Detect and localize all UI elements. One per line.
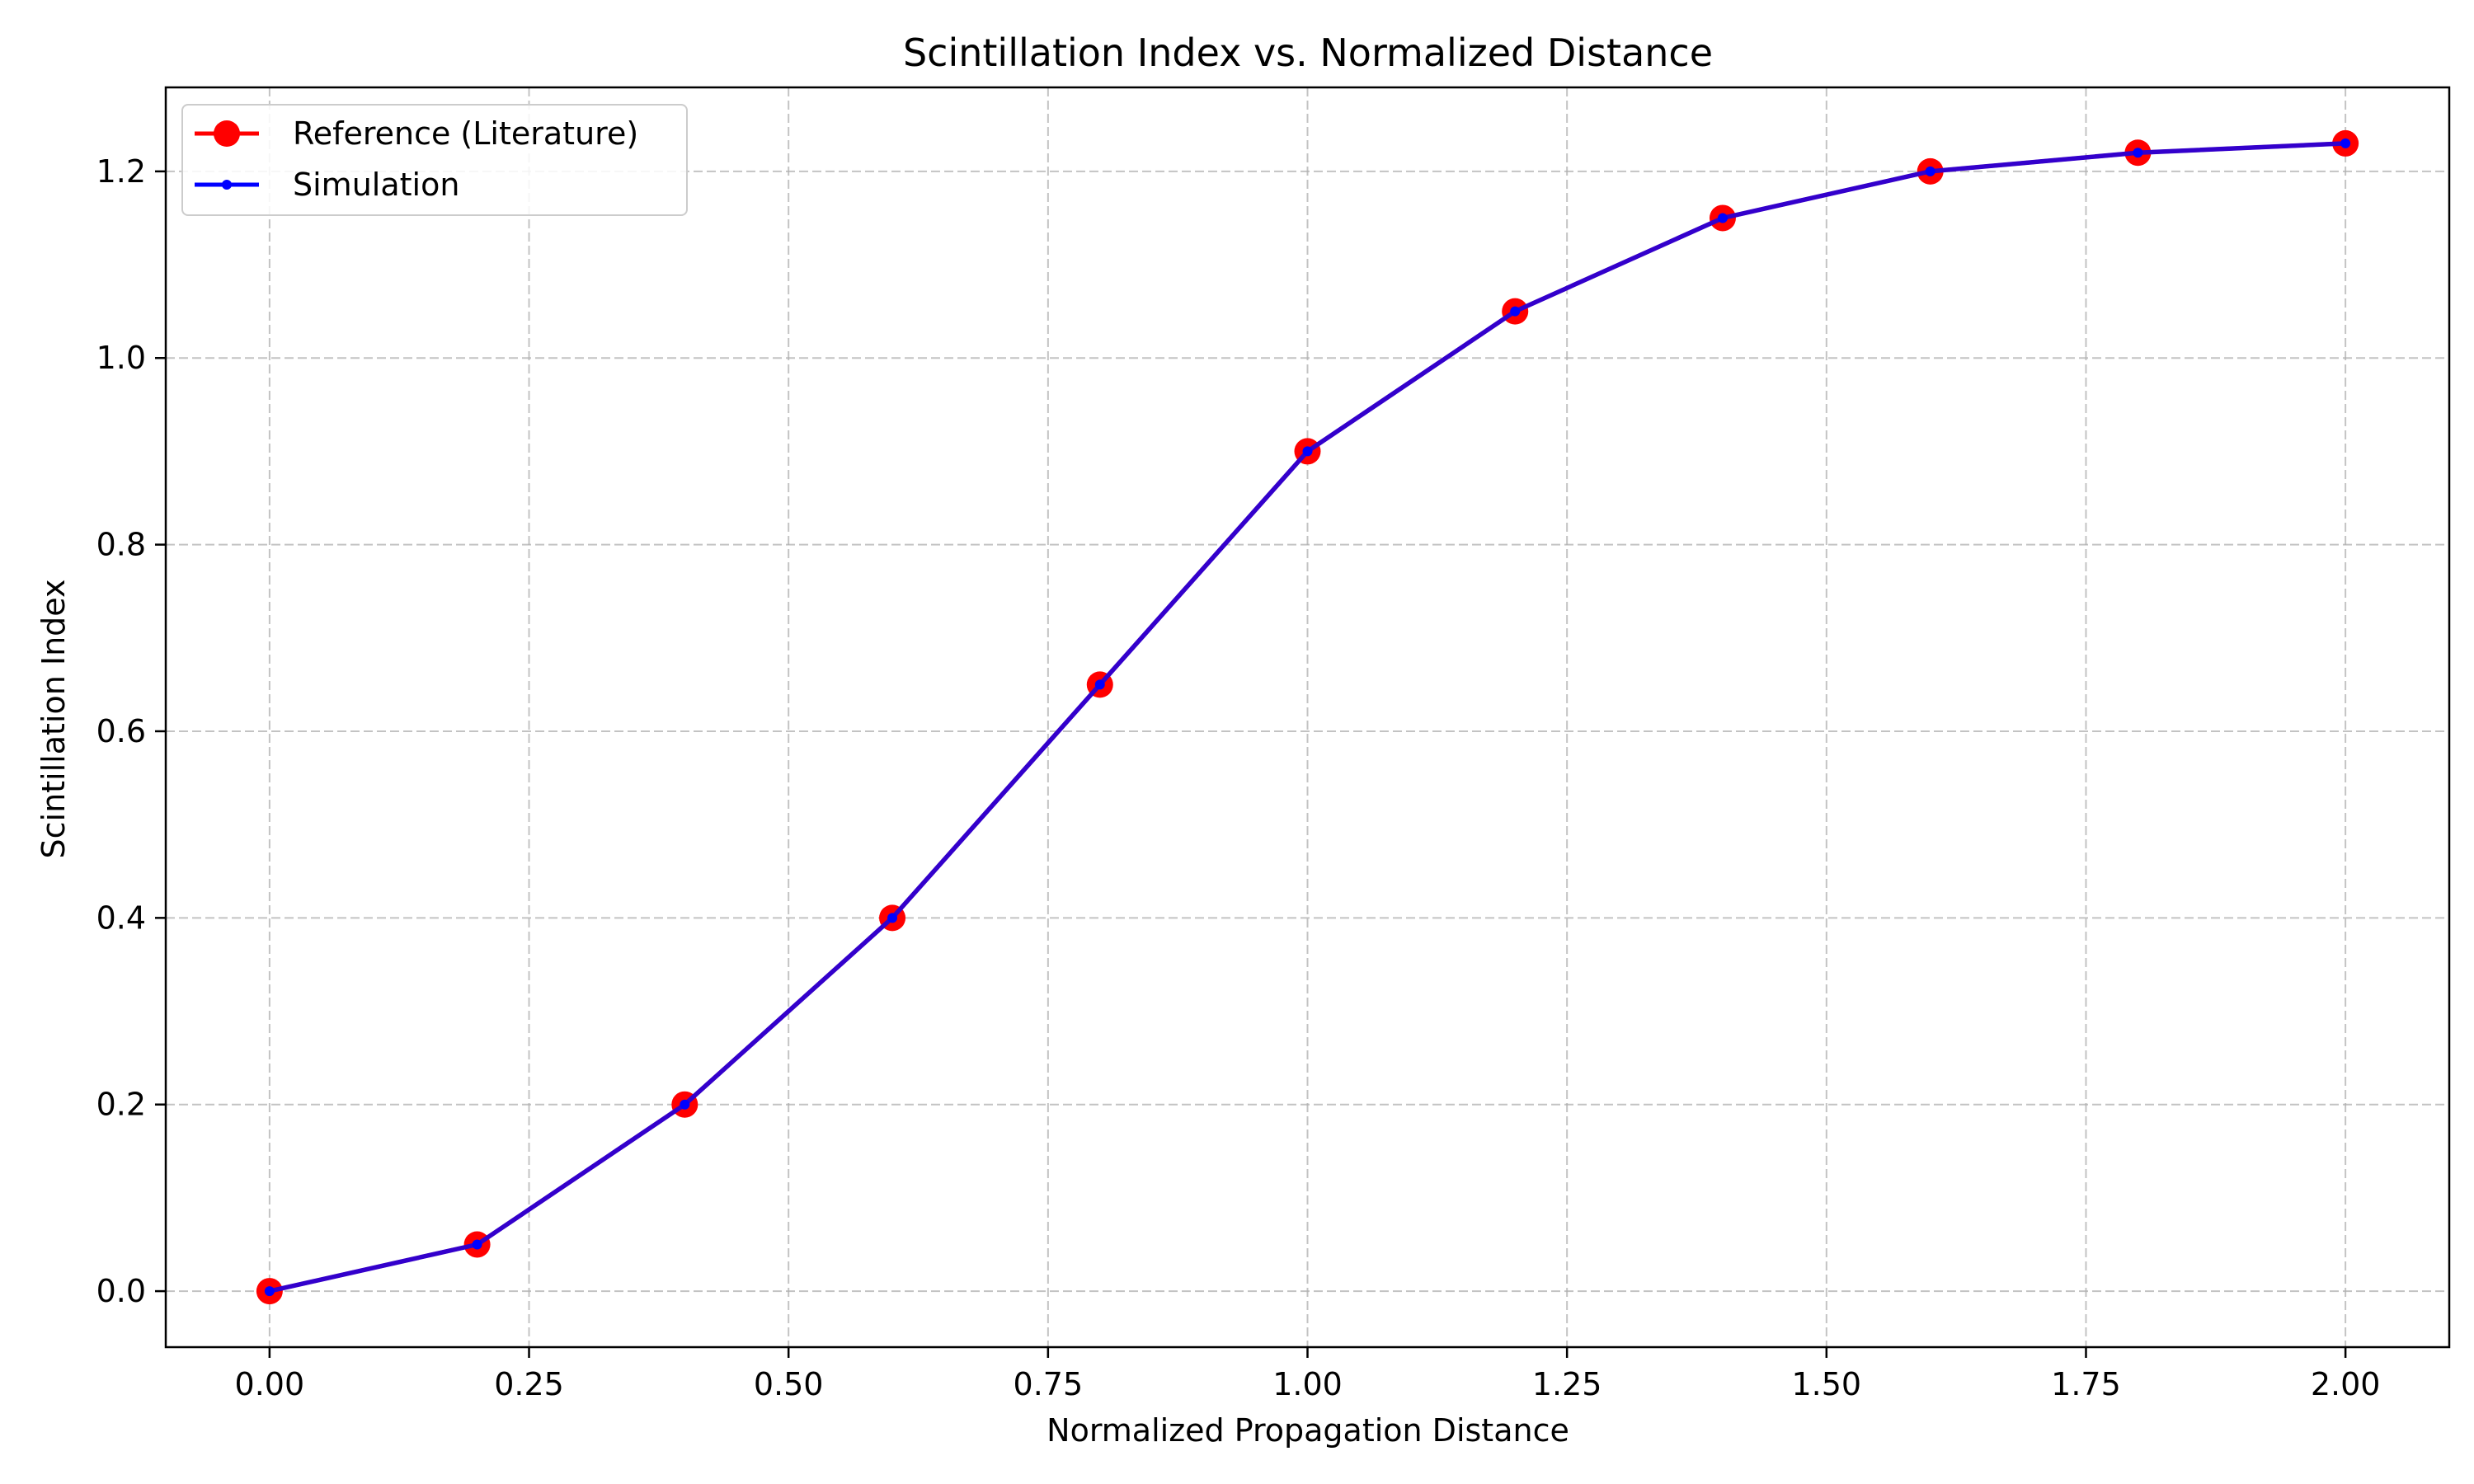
legend-label: Simulation	[293, 167, 459, 203]
simulation-point	[1925, 166, 1935, 176]
y-axis-label: Scintillation Index	[35, 580, 72, 859]
x-tick-label: 1.50	[1792, 1366, 1862, 1402]
x-tick-label: 2.00	[2311, 1366, 2381, 1402]
chart-title: Scintillation Index vs. Normalized Dista…	[903, 31, 1713, 75]
simulation-point	[680, 1099, 690, 1110]
simulation-point	[1510, 306, 1521, 317]
x-axis: 0.00 0.25 0.50 0.75 1.00 1.25 1.50 1.75 2.00	[235, 1347, 2381, 1402]
y-axis: 0.0 0.2 0.4 0.6 0.8 1.0 1.2	[96, 153, 166, 1309]
y-tick-label: 0.4	[96, 899, 146, 936]
x-tick-label: 0.00	[235, 1366, 305, 1402]
simulation-point	[887, 913, 898, 923]
simulation-point	[472, 1239, 482, 1250]
y-tick-label: 0.8	[96, 527, 146, 563]
simulation-point	[264, 1286, 275, 1297]
legend-swatch-marker	[222, 180, 232, 190]
x-tick-label: 0.50	[754, 1366, 824, 1402]
series-layer	[256, 129, 2359, 1305]
x-axis-label: Normalized Propagation Distance	[1047, 1412, 1569, 1449]
x-tick-label: 1.00	[1272, 1366, 1343, 1402]
y-tick-label: 0.2	[96, 1087, 146, 1123]
simulation-point	[1094, 679, 1105, 690]
legend-label: Reference (Literature)	[293, 115, 638, 152]
legend: Reference (Literature) Simulation	[181, 104, 688, 216]
y-tick-label: 0.0	[96, 1273, 146, 1309]
x-tick-label: 0.25	[494, 1366, 564, 1402]
x-tick-label: 1.75	[2051, 1366, 2121, 1402]
simulation-point	[2340, 138, 2351, 148]
legend-item: Reference (Literature)	[195, 115, 638, 152]
y-tick-label: 1.0	[96, 340, 146, 376]
legend-box	[181, 104, 688, 216]
legend-swatch-marker	[214, 120, 240, 147]
simulation-point	[2133, 148, 2143, 158]
grid	[166, 87, 2449, 1347]
x-tick-label: 1.25	[1532, 1366, 1602, 1402]
legend-item: Simulation	[195, 167, 459, 203]
simulation-point	[1302, 446, 1313, 457]
simulation-point	[1717, 213, 1728, 223]
y-tick-label: 0.6	[96, 713, 146, 749]
series-1	[264, 138, 2351, 1297]
x-tick-label: 0.75	[1014, 1366, 1084, 1402]
y-tick-label: 1.2	[96, 153, 146, 190]
